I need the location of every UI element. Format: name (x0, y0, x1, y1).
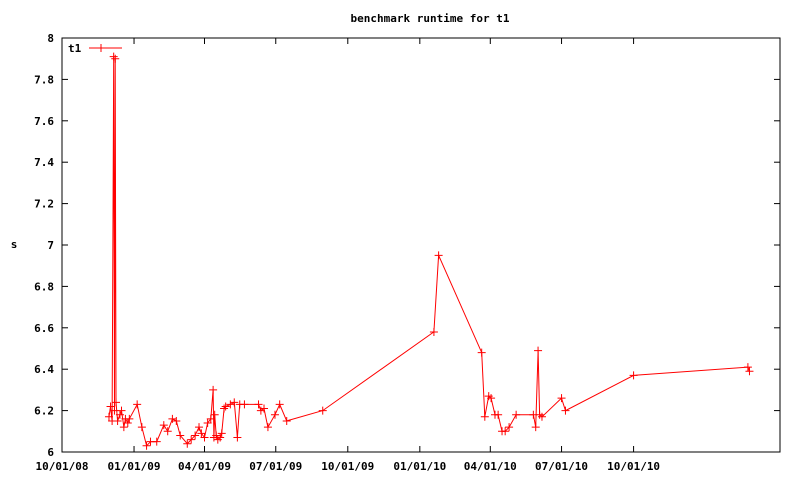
data-point (187, 435, 196, 444)
y-tick-label: 6 (47, 446, 54, 459)
data-point (112, 398, 121, 407)
data-point (254, 400, 263, 409)
x-tick-label: 04/01/10 (464, 460, 517, 473)
data-point (531, 423, 540, 432)
chart-title: benchmark runtime for t1 (351, 12, 510, 25)
x-tick-label: 01/01/10 (393, 460, 446, 473)
y-axis-label: s (11, 238, 18, 251)
data-point (159, 421, 168, 430)
data-point (240, 400, 249, 409)
data-point (557, 394, 566, 403)
data-point (133, 400, 142, 409)
y-tick-label: 7.4 (34, 156, 54, 169)
data-point (217, 429, 226, 438)
data-point (113, 416, 122, 425)
data-point (487, 394, 496, 403)
data-point (260, 404, 269, 413)
data-point (104, 412, 113, 421)
data-point (209, 385, 218, 394)
data-point (109, 52, 118, 61)
data-point (172, 416, 181, 425)
data-point (230, 398, 239, 407)
data-point (512, 410, 521, 419)
x-tick-label: 01/01/09 (108, 460, 161, 473)
data-point (537, 412, 546, 421)
data-point (477, 348, 486, 357)
data-point (176, 431, 185, 440)
y-tick-label: 7.8 (34, 73, 54, 86)
data-point (111, 54, 120, 63)
data-point (221, 402, 230, 411)
data-point (318, 406, 327, 415)
data-point (115, 410, 124, 419)
legend: t1 (68, 42, 122, 55)
data-point (743, 363, 752, 372)
data-point (106, 402, 115, 411)
data-point (195, 423, 204, 432)
data-point (226, 400, 235, 409)
data-point (123, 419, 132, 428)
data-point (434, 251, 443, 260)
data-point (163, 427, 172, 436)
x-tick-label: 07/01/10 (535, 460, 588, 473)
data-point (119, 423, 128, 432)
y-tick-label: 6.8 (34, 280, 54, 293)
data-point (429, 327, 438, 336)
y-tick-label: 6.2 (34, 405, 54, 418)
data-point (263, 423, 272, 432)
series-line-t1 (108, 56, 750, 447)
data-point (137, 423, 146, 432)
data-point (561, 406, 570, 415)
y-tick-label: 7.2 (34, 198, 54, 211)
x-tick-label: 10/01/09 (321, 460, 374, 473)
data-point (152, 437, 161, 446)
data-point (534, 346, 543, 355)
data-point (206, 414, 215, 423)
data-point (480, 412, 489, 421)
legend-marker (97, 44, 105, 52)
data-point (117, 406, 126, 415)
y-tick-label: 7.6 (34, 115, 54, 128)
data-point (270, 410, 279, 419)
x-tick-label: 07/01/09 (249, 460, 302, 473)
data-point (745, 367, 754, 376)
x-tick-label: 04/01/09 (178, 460, 231, 473)
data-point (220, 404, 229, 413)
data-point (629, 371, 638, 380)
data-point (183, 439, 192, 448)
data-point (233, 433, 242, 442)
data-point (203, 419, 212, 428)
data-point (168, 414, 177, 423)
data-point (494, 410, 503, 419)
x-tick-label: 10/01/10 (607, 460, 660, 473)
data-point (216, 433, 225, 442)
data-point (282, 416, 291, 425)
legend-label: t1 (68, 42, 82, 55)
x-tick-label: 10/01/08 (36, 460, 89, 473)
data-point (142, 441, 151, 450)
data-point (505, 423, 514, 432)
data-point (125, 414, 134, 423)
data-point (200, 433, 209, 442)
plot-frame (61, 37, 781, 453)
data-point (210, 410, 219, 419)
data-point (191, 431, 200, 440)
data-point (275, 400, 284, 409)
data-point (197, 429, 206, 438)
y-tick-label: 7 (47, 239, 54, 252)
y-tick-label: 6.6 (34, 322, 54, 335)
y-tick-label: 6.4 (34, 363, 54, 376)
data-point (110, 406, 119, 415)
data-point (501, 427, 510, 436)
data-point (212, 431, 221, 440)
y-tick-label: 8 (47, 32, 54, 45)
